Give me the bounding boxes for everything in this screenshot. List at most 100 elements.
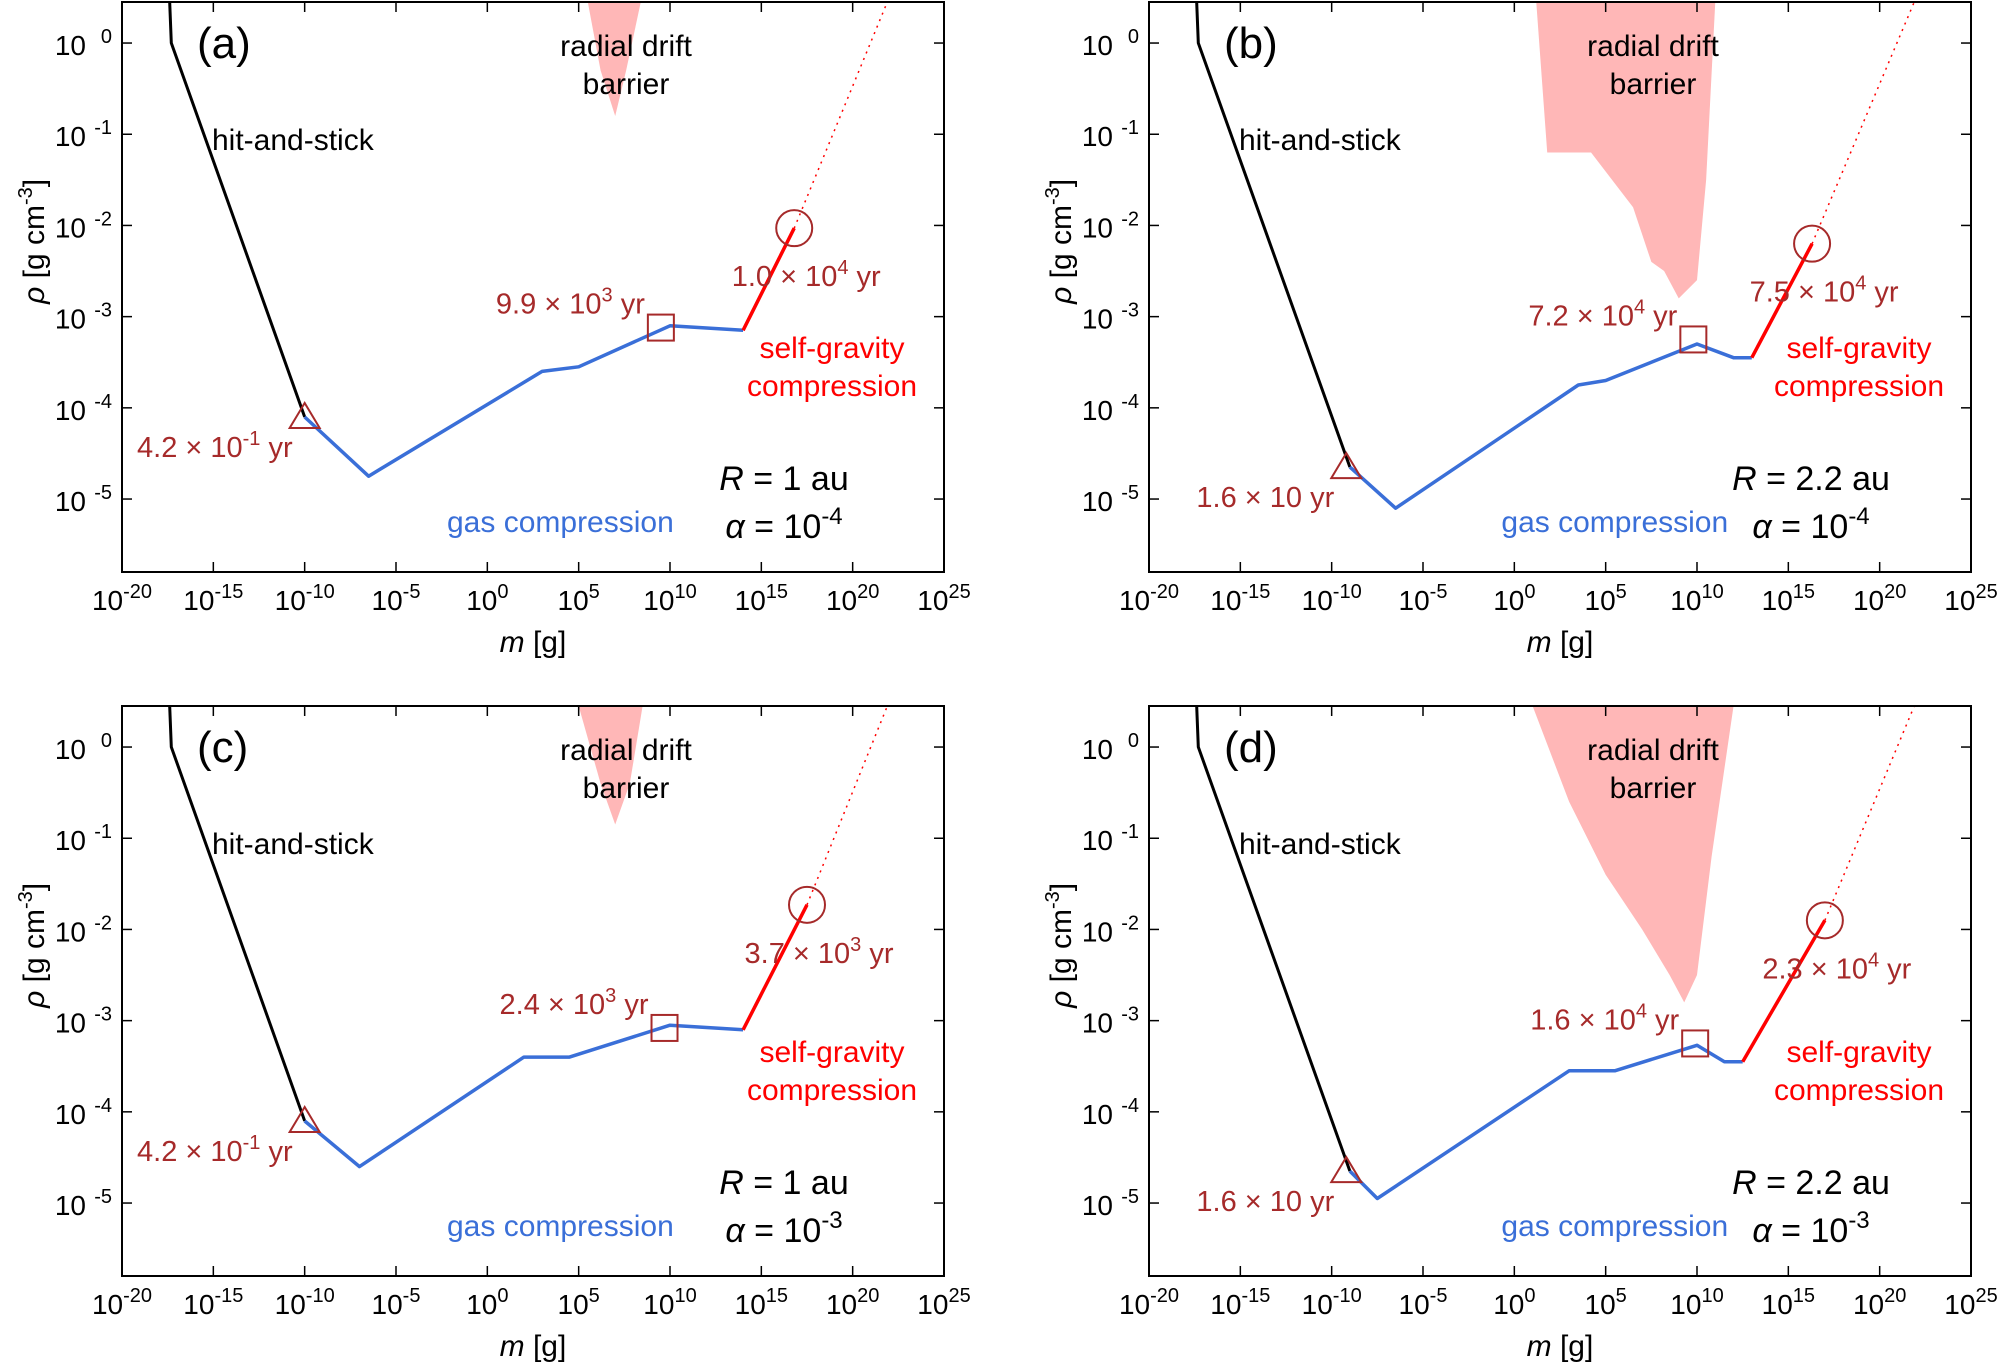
y-tick-base: 10 [1082, 121, 1113, 152]
time-exp: 4 [1855, 273, 1866, 295]
y-axis-label: ρ [g cm-3] [1042, 883, 1078, 1009]
x-tick-label: 10-15 [1210, 1285, 1270, 1320]
square-marker [1681, 1029, 1710, 1058]
x-axis-var: m [1527, 1330, 1552, 1363]
radial-drift-label: radial drift [560, 30, 692, 63]
hit-and-stick-line [168, 706, 307, 1122]
x-tick-exp: 20 [857, 581, 879, 603]
y-tick-base: 10 [55, 30, 86, 61]
y-tick-base: 10 [1082, 30, 1113, 61]
panel-label: (d) [1224, 723, 1278, 772]
y-tick-label: 10 [55, 916, 86, 947]
time-unit: yr [260, 1136, 293, 1168]
y-axis-unit: [g cm [18, 909, 51, 991]
x-tick-exp: 25 [1975, 1285, 1997, 1307]
x-tick-base: 10 [735, 1289, 766, 1320]
x-tick-exp: 0 [1524, 581, 1535, 603]
y-tick-label: 10 [55, 1008, 86, 1039]
x-tick-base: 10 [275, 1289, 306, 1320]
alpha-value: = 10 [1772, 1212, 1849, 1250]
gas-compression-label: gas compression [1501, 506, 1728, 539]
y-tick-label: 10 [55, 486, 86, 517]
x-tick-label: 1010 [1670, 1285, 1723, 1320]
y-tick-label: 10 [1082, 304, 1113, 335]
alpha-symbol: α [1752, 1212, 1773, 1250]
y-tick-label: 10 [55, 121, 86, 152]
y-tick-exp: 0 [101, 730, 112, 752]
y-axis-var: ρ [1045, 991, 1078, 1009]
alpha-exp: -3 [821, 1207, 842, 1234]
x-tick-base: 10 [917, 585, 948, 616]
y-tick-label: 10 [55, 1190, 86, 1221]
marker-time-label: 9.9 × 103 yr [496, 285, 645, 321]
x-tick-label: 105 [1585, 581, 1627, 616]
y-tick-base: 10 [1082, 212, 1113, 243]
y-axis-unit: [g cm [1045, 205, 1078, 287]
y-tick-base: 10 [1082, 734, 1113, 765]
x-tick-label: 1015 [1762, 1285, 1815, 1320]
y-tick-label: 10 [55, 212, 86, 243]
hit-and-stick-line [168, 2, 307, 418]
circle-marker [775, 209, 814, 248]
x-tick-label: 105 [558, 581, 600, 616]
R-param: R = 2.2 au [1732, 1164, 1890, 1202]
x-tick-label: 1020 [826, 1285, 879, 1320]
self-gravity-line [741, 904, 809, 1031]
alpha-symbol: α [725, 508, 746, 546]
y-tick-label: 10 [1082, 395, 1113, 426]
y-tick-exp: -1 [1121, 821, 1139, 843]
x-tick-base: 10 [1119, 585, 1150, 616]
plot-area [168, 706, 889, 1169]
x-axis-unit: [g] [525, 626, 567, 659]
plot-frame [121, 1, 945, 573]
panel-label: (c) [197, 723, 248, 772]
hit-and-stick-line [1195, 706, 1352, 1172]
x-tick-exp: 5 [589, 581, 600, 603]
plot-frame [121, 705, 945, 1277]
x-tick-base: 10 [1493, 1289, 1524, 1320]
y-tick-base: 10 [1082, 916, 1113, 947]
x-tick-exp: -20 [123, 581, 152, 603]
time-exp: -1 [243, 1132, 261, 1154]
y-tick-label: 10 [1082, 1008, 1113, 1039]
y-tick-exp: -5 [1121, 1186, 1139, 1208]
y-tick-base: 10 [55, 395, 86, 426]
x-tick-label: 1010 [643, 581, 696, 616]
x-tick-exp: 10 [674, 581, 696, 603]
y-tick-label: 10 [1082, 212, 1113, 243]
x-tick-exp: 10 [674, 1285, 696, 1307]
time-exp: 4 [1636, 1000, 1647, 1022]
alpha-value: = 10 [1772, 508, 1849, 546]
alpha-param: α = 10-4 [1752, 503, 1869, 546]
x-tick-label: 100 [1493, 581, 1535, 616]
R-param: R = 1 au [719, 460, 848, 498]
x-tick-exp: 0 [1524, 1285, 1535, 1307]
time-exp: 4 [1634, 296, 1645, 318]
square-marker [646, 313, 675, 342]
time-base: 3.7 × 10 [745, 938, 851, 970]
x-tick-base: 10 [1585, 1289, 1616, 1320]
y-tick-exp: -2 [1121, 208, 1139, 230]
y-tick-base: 10 [1082, 304, 1113, 335]
y-tick-base: 10 [1082, 1190, 1113, 1221]
x-axis-unit: [g] [1552, 626, 1594, 659]
x-tick-exp: 20 [857, 1285, 879, 1307]
radial-drift-label: radial drift [1587, 30, 1719, 63]
marker-time-label: 1.0 × 104 yr [732, 257, 881, 293]
panel-b: 10-20 10-15 10-10 10-5 100 105 1010 1015 1020 102… [1042, 1, 1998, 659]
y-tick-label: 10 [55, 304, 86, 335]
barrier-label: barrier [1610, 68, 1697, 101]
circle-marker [1805, 901, 1844, 940]
triangle-marker [1329, 1155, 1364, 1184]
hit-and-stick-label: hit-and-stick [212, 828, 375, 861]
y-tick-exp: -3 [1121, 300, 1139, 322]
x-tick-base: 10 [1210, 585, 1241, 616]
x-tick-label: 10-15 [1210, 581, 1270, 616]
y-tick-exp: -4 [1121, 1095, 1139, 1117]
y-tick-base: 10 [55, 486, 86, 517]
y-tick-exp: 0 [1128, 730, 1139, 752]
time-unit: yr [848, 261, 881, 293]
y-axis-var: ρ [1045, 287, 1078, 305]
x-tick-base: 10 [643, 585, 674, 616]
alpha-param: α = 10-3 [725, 1207, 842, 1250]
